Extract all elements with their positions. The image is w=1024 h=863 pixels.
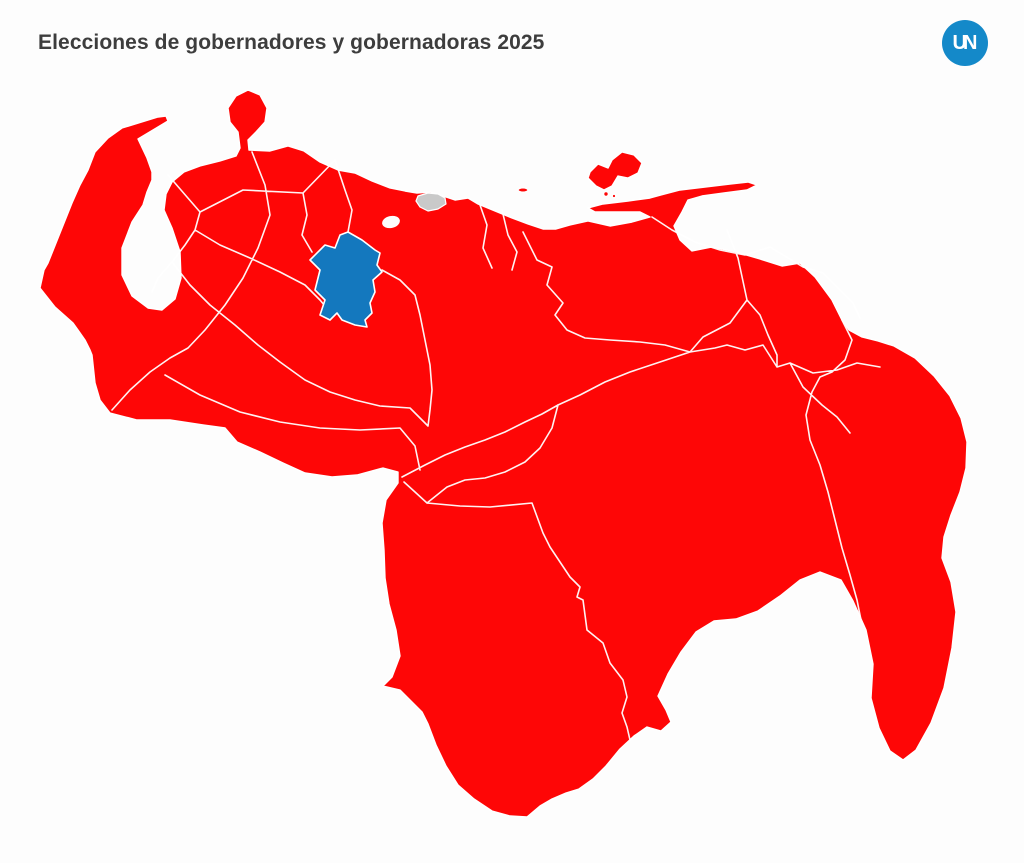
un-logo-icon: UN bbox=[942, 20, 988, 66]
state-cojedes bbox=[309, 231, 383, 328]
state-border-lines bbox=[111, 151, 881, 741]
header: Elecciones de gobernadores y gobernadora… bbox=[0, 0, 1024, 86]
lake-valencia bbox=[382, 215, 400, 229]
district-capital bbox=[415, 192, 447, 212]
island-coche bbox=[602, 190, 610, 198]
country-mainland bbox=[39, 89, 968, 818]
un-logo-text: UN bbox=[952, 31, 978, 54]
island-la-tortuga bbox=[517, 187, 529, 193]
island-cubagua bbox=[611, 193, 617, 199]
island-margarita bbox=[587, 151, 643, 191]
page-title: Elecciones de gobernadores y gobernadora… bbox=[38, 31, 545, 54]
